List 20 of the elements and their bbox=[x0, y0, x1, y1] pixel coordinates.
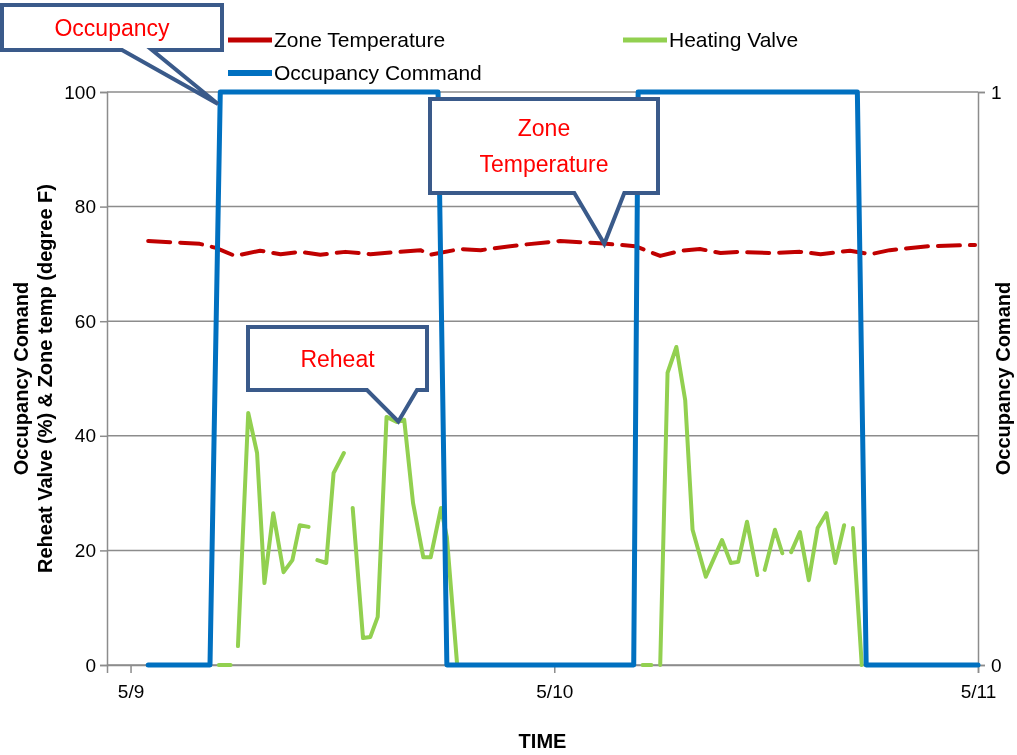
y-tick-label: 40 bbox=[74, 425, 96, 447]
x-tick-label: 5/10 bbox=[536, 681, 574, 703]
y2-tick-label: 0 bbox=[991, 654, 1002, 676]
y2-tick-label: 1 bbox=[991, 81, 1002, 103]
y-tick-label: 60 bbox=[74, 310, 96, 332]
y-tick-label: 20 bbox=[74, 539, 96, 561]
x-tick-label: 5/11 bbox=[960, 681, 997, 703]
x-axis-title: TIME bbox=[518, 730, 567, 752]
annotation: Reheat bbox=[300, 345, 376, 372]
y2-axis-title: Occupancy Comand bbox=[992, 281, 1014, 476]
y-tick-label: 0 bbox=[85, 654, 96, 676]
x-tick-label: 5/9 bbox=[117, 681, 145, 703]
y-axis-title: Occupancy Comand Reheat Valve (%) & Zone temp (degree F) bbox=[10, 184, 56, 573]
legend-label: Zone Temperature bbox=[274, 28, 446, 51]
legend-label: Heating Valve bbox=[669, 28, 799, 51]
legend-label: Occupancy Command bbox=[274, 61, 482, 84]
text: Occupancy bbox=[54, 14, 171, 41]
annotation: Zone Temperature bbox=[479, 115, 609, 177]
y-tick-label: 80 bbox=[74, 196, 96, 218]
y-tick-label: 100 bbox=[64, 81, 96, 103]
